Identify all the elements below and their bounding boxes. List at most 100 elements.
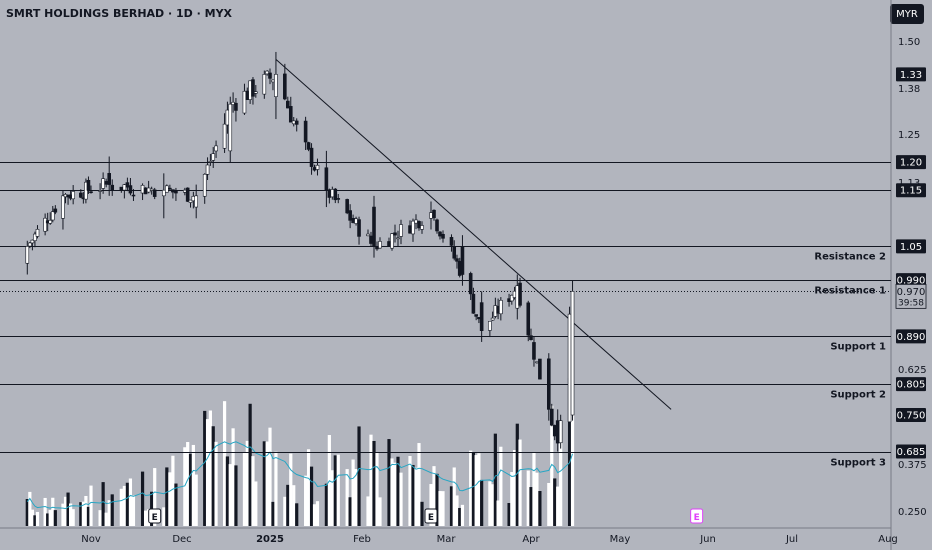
- volume-bar-119: [499, 446, 503, 526]
- volume-bar-58: [251, 456, 255, 526]
- volume-bar-130: [547, 482, 551, 526]
- price-labels: 1.33 1.20 1.15 1.05 0.990 0.890 0.805 0.750 0.68…: [895, 67, 927, 459]
- volume-bar-88: [375, 453, 379, 526]
- price-label-0: 1.33: [900, 70, 922, 81]
- volume-bar-9: [53, 510, 57, 526]
- volume-bar-42: [188, 453, 193, 526]
- volume-bar-116: [491, 484, 495, 526]
- candle-body-49: [214, 145, 218, 152]
- volume-bar-7: [48, 510, 52, 526]
- volume-bar-71: [306, 449, 311, 526]
- price-label-box-1: [896, 155, 926, 170]
- candle-body-19: [89, 191, 93, 194]
- volume-bar-96: [411, 464, 415, 526]
- candle-body-5: [43, 217, 47, 232]
- volume-bar-105: [449, 486, 454, 526]
- candle-body-4: [35, 228, 40, 237]
- candle-body-109: [460, 246, 465, 275]
- volume-bar-20: [98, 510, 102, 526]
- currency-badge[interactable]: MYR: [890, 4, 924, 24]
- volume-bar-21: [101, 482, 105, 526]
- candle-body-3: [33, 233, 37, 241]
- volume-bar-83: [354, 469, 358, 526]
- volume-bar-8: [51, 497, 55, 526]
- volume-bar-117: [493, 433, 497, 526]
- volume-bar-41: [186, 442, 190, 526]
- horizontal-levels: Resistance 2 Resistance 1 Support 1 Support…: [0, 162, 891, 469]
- price-tick-4: 0.625: [898, 365, 927, 376]
- candle-body-48: [211, 153, 216, 161]
- volume-bar-34: [153, 468, 157, 526]
- candle-body-0: [25, 246, 30, 264]
- price-label-2: 1.15: [900, 186, 922, 197]
- volume-bar-60: [262, 441, 266, 526]
- candle-body-131: [549, 408, 554, 426]
- volume-bar-23: [107, 500, 111, 526]
- candle-body-21: [101, 178, 105, 189]
- price-label-5: 0.890: [897, 332, 926, 343]
- last-price-value: 0.970: [897, 287, 926, 298]
- candle-body-8: [50, 211, 55, 221]
- volume-bar-31: [144, 510, 148, 526]
- candle-body-35: [162, 189, 166, 197]
- volume-bar-81: [348, 497, 352, 526]
- volume-bar-131: [550, 405, 554, 526]
- volume-bar-132: [553, 478, 557, 526]
- volume-bar-110: [469, 450, 473, 526]
- earnings-marker-label-1: E: [428, 513, 434, 523]
- candle-body-59: [254, 91, 258, 94]
- candle-body-130: [546, 358, 551, 410]
- volume-bar-65: [283, 496, 287, 526]
- earnings-marker-box-2: [690, 508, 704, 524]
- volume-bar-94: [399, 472, 403, 526]
- volume-bar-50: [222, 401, 227, 526]
- volume-bar-3: [33, 515, 37, 526]
- candle-body-106: [452, 246, 457, 259]
- candle-body-93: [396, 237, 400, 240]
- volume-bar-107: [455, 495, 459, 526]
- time-tick-5: Apr: [522, 534, 540, 545]
- volume-bar-62: [268, 427, 272, 526]
- volume-bar-120: [507, 503, 511, 526]
- price-label-box-2: [896, 183, 926, 198]
- price-tick-6: 0.375: [898, 460, 927, 471]
- candle-body-24: [110, 184, 115, 190]
- volume-bar-69: [295, 503, 299, 526]
- volume-bar-5: [43, 497, 47, 526]
- candle-body-46: [205, 164, 210, 175]
- candle-body-38: [171, 189, 175, 193]
- candle-body-96: [411, 220, 415, 235]
- candle-body-42: [188, 199, 193, 203]
- trendline[interactable]: [275, 59, 672, 410]
- volume-bar-90: [387, 439, 391, 526]
- level-label-4: Support 1: [830, 342, 886, 353]
- candle-body-50: [222, 123, 227, 149]
- volume-bar-104: [441, 491, 445, 526]
- candle-body-63: [271, 79, 275, 83]
- volume-bar-125: [526, 470, 530, 526]
- candle-body-1: [28, 242, 32, 247]
- candle-body-97: [414, 219, 418, 224]
- candle-body-15: [79, 192, 83, 198]
- candle-body-104: [441, 233, 445, 239]
- candle-body-84: [357, 219, 361, 237]
- volume-bar-126: [529, 487, 533, 526]
- price-label-box-8: [896, 444, 926, 459]
- candle-body-86: [369, 235, 373, 244]
- volume-bar-57: [248, 403, 252, 526]
- candle-body-71: [306, 142, 311, 150]
- price-label-3: 1.05: [900, 242, 922, 253]
- candle-body-37: [168, 187, 172, 190]
- candle-body-34: [152, 189, 157, 197]
- volume-bar-4: [35, 511, 40, 526]
- candle-body-61: [265, 70, 269, 75]
- time-tick-2: 2025: [256, 534, 284, 545]
- candle-body-64: [274, 74, 278, 97]
- candle-body-129: [538, 358, 542, 380]
- volume-bar-101: [432, 466, 436, 526]
- time-tick-6: May: [610, 534, 631, 545]
- volume-bar-103: [438, 491, 442, 526]
- candle-body-67: [288, 106, 293, 123]
